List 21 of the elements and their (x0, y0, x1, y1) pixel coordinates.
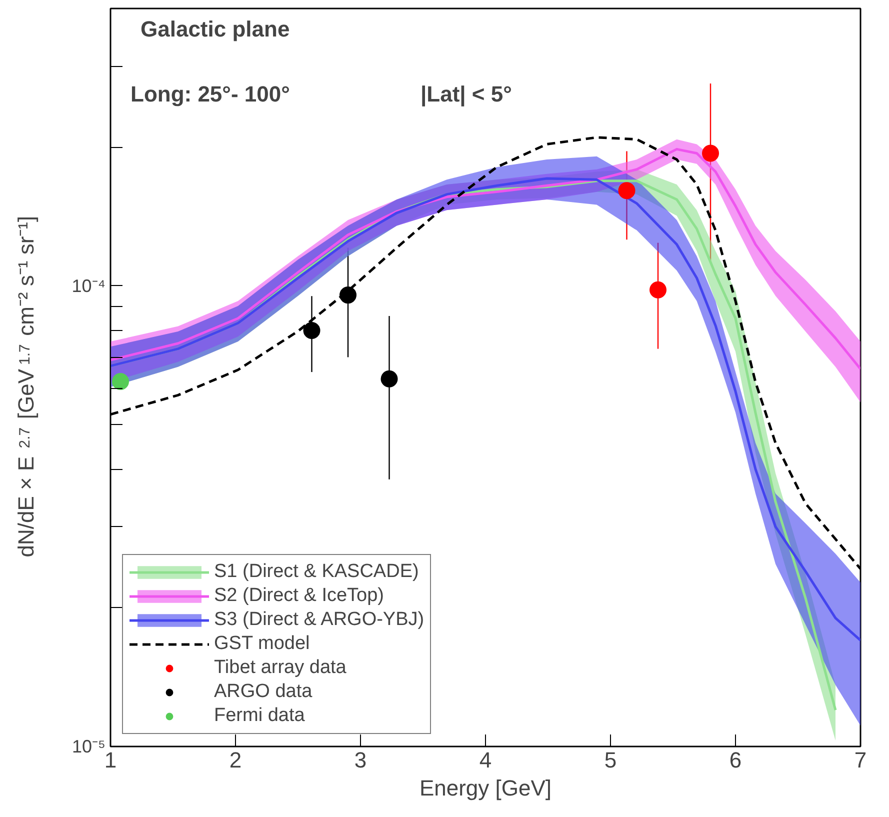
legend-label: Fermi data (214, 705, 305, 727)
legend-label: S2 (Direct & IceTop) (214, 585, 384, 607)
x-tick-label: 4 (479, 748, 492, 772)
annotation: Galactic plane (140, 16, 290, 42)
x-tick-label: 2 (229, 748, 242, 772)
x-tick-label: 6 (729, 748, 742, 772)
x-tick-label: 3 (354, 748, 367, 772)
legend-label: ARGO data (214, 681, 312, 703)
legend-label: GST model (214, 633, 310, 655)
y-tick-label: 10⁻⁵ (72, 736, 106, 756)
y-axis-title: dN/dE × E2.7 [GeV1.7 cm⁻² s⁻¹ sr⁻¹] (14, 216, 38, 558)
x-tick-label: 1 (104, 748, 117, 772)
legend-label: S1 (Direct & KASCADE) (214, 561, 419, 583)
annotation: |Lat| < 5° (420, 82, 512, 106)
annotation: Long: 25°- 100° (130, 82, 290, 106)
x-tick-label: 7 (854, 748, 867, 772)
legend-label: Tibet array data (214, 657, 346, 679)
x-axis-title: Energy [GeV] (419, 776, 552, 800)
legend-label: S3 (Direct & ARGO-YBJ) (214, 609, 424, 631)
y-tick-label: 10⁻⁴ (72, 276, 106, 296)
x-tick-label: 5 (604, 748, 617, 772)
